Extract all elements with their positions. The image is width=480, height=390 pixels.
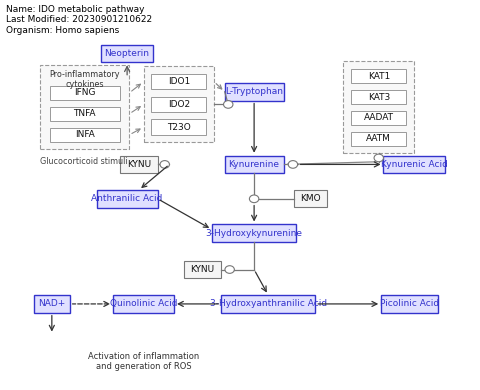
Text: Last Modified: 20230901210622: Last Modified: 20230901210622 xyxy=(6,15,152,24)
FancyBboxPatch shape xyxy=(294,190,327,207)
Text: Kynurenine: Kynurenine xyxy=(228,160,280,169)
FancyBboxPatch shape xyxy=(225,156,284,173)
FancyBboxPatch shape xyxy=(351,69,406,83)
Text: Activation of inflammation
and generation of ROS: Activation of inflammation and generatio… xyxy=(88,352,199,371)
FancyBboxPatch shape xyxy=(151,74,206,89)
FancyBboxPatch shape xyxy=(151,119,206,135)
Text: AATM: AATM xyxy=(366,134,391,143)
Text: TNFA: TNFA xyxy=(73,109,96,118)
FancyBboxPatch shape xyxy=(225,83,284,101)
Text: Anthranilic Acid: Anthranilic Acid xyxy=(91,194,163,203)
FancyBboxPatch shape xyxy=(113,295,174,313)
FancyBboxPatch shape xyxy=(183,261,221,278)
Text: KAT3: KAT3 xyxy=(368,92,390,101)
Circle shape xyxy=(374,154,384,162)
Text: AADAT: AADAT xyxy=(364,113,394,122)
Text: KYNU: KYNU xyxy=(190,265,215,274)
FancyBboxPatch shape xyxy=(381,295,438,313)
FancyBboxPatch shape xyxy=(50,128,120,142)
Text: 3-Hydroxykynurenine: 3-Hydroxykynurenine xyxy=(205,229,302,238)
FancyBboxPatch shape xyxy=(151,97,206,112)
Text: NAD+: NAD+ xyxy=(38,300,65,308)
FancyBboxPatch shape xyxy=(351,132,406,146)
Circle shape xyxy=(288,161,298,168)
FancyBboxPatch shape xyxy=(351,111,406,125)
FancyBboxPatch shape xyxy=(351,90,406,104)
Text: Quinolinic Acid: Quinolinic Acid xyxy=(110,300,177,308)
FancyBboxPatch shape xyxy=(96,190,157,207)
FancyBboxPatch shape xyxy=(144,66,214,142)
Text: KMO: KMO xyxy=(300,194,321,203)
FancyBboxPatch shape xyxy=(221,295,315,313)
FancyBboxPatch shape xyxy=(212,224,297,242)
FancyBboxPatch shape xyxy=(384,156,444,173)
FancyBboxPatch shape xyxy=(34,295,70,313)
Text: Neopterin: Neopterin xyxy=(105,49,150,58)
Text: KAT1: KAT1 xyxy=(368,72,390,81)
Text: T23O: T23O xyxy=(167,122,191,131)
FancyBboxPatch shape xyxy=(50,86,120,100)
Text: Glucocorticoid stimuli: Glucocorticoid stimuli xyxy=(40,157,128,166)
Text: Organism: Homo sapiens: Organism: Homo sapiens xyxy=(6,26,119,35)
FancyBboxPatch shape xyxy=(40,65,130,149)
Text: INFA: INFA xyxy=(75,130,95,139)
Circle shape xyxy=(250,195,259,203)
Circle shape xyxy=(224,101,233,108)
Text: Name: IDO metabolic pathway: Name: IDO metabolic pathway xyxy=(6,5,144,14)
Circle shape xyxy=(225,266,234,273)
Text: IFNG: IFNG xyxy=(74,88,96,97)
FancyBboxPatch shape xyxy=(50,106,120,121)
FancyBboxPatch shape xyxy=(344,61,414,153)
Text: 3-Hydroxyanthranilic Acid: 3-Hydroxyanthranilic Acid xyxy=(210,300,327,308)
Text: IDO2: IDO2 xyxy=(168,100,190,109)
FancyBboxPatch shape xyxy=(120,156,157,173)
Text: KYNU: KYNU xyxy=(127,160,151,169)
Text: IDO1: IDO1 xyxy=(168,77,190,86)
Text: Pro-inflammatory
cytokines: Pro-inflammatory cytokines xyxy=(49,70,120,89)
FancyBboxPatch shape xyxy=(101,45,153,62)
Text: Picolinic Acid: Picolinic Acid xyxy=(380,300,439,308)
Text: Kynurenic Acid: Kynurenic Acid xyxy=(381,160,447,169)
Circle shape xyxy=(160,161,169,168)
Text: L-Tryptophan: L-Tryptophan xyxy=(225,87,283,96)
